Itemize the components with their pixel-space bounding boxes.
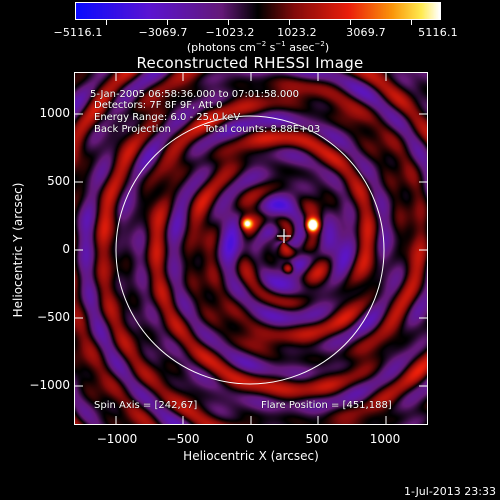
colorbar-units: (photons cm−2 s−1 asec−2) xyxy=(186,40,330,54)
method-text: Back Projection xyxy=(94,124,171,135)
timestamp: 1-Jul-2013 23:33 xyxy=(403,485,496,498)
colorbar-tick-label: −1023.2 xyxy=(205,26,255,39)
x-axis-label: Heliocentric X (arcsec) xyxy=(183,449,319,463)
solar-limb-circle xyxy=(115,115,385,385)
y-tick-label: 1000 xyxy=(39,106,70,120)
x-tick-label: 1000 xyxy=(369,432,401,446)
axis-ticks xyxy=(75,73,427,424)
x-tick-label: 0 xyxy=(246,432,254,446)
plot-title: Reconstructed RHESSI Image xyxy=(136,54,364,72)
energy-range-text: Energy Range: 6.0 - 25.0 keV xyxy=(94,112,241,123)
flare-position-text: Flare Position = [451,188] xyxy=(261,400,392,411)
y-axis-label: Heliocentric Y (arcsec) xyxy=(11,182,25,318)
colorbar-gradient xyxy=(76,3,440,19)
colorbar-tick xyxy=(411,20,412,25)
colorbar xyxy=(75,2,441,20)
colorbar-tick xyxy=(350,20,351,25)
y-tick-label: 0 xyxy=(62,242,70,256)
rhessi-image-plot: 5-Jan-2005 06:58:36.000 to 07:01:58.000 … xyxy=(74,72,428,425)
colorbar-tick xyxy=(106,20,107,25)
colorbar-tick-label: 3069.7 xyxy=(346,26,386,39)
reconstructed-image xyxy=(75,73,427,424)
colorbar-tick-label: −5116.1 xyxy=(53,26,103,39)
x-tick-label: −1000 xyxy=(96,432,138,446)
colorbar-tick xyxy=(289,20,290,25)
time-range-text: 5-Jan-2005 06:58:36.000 to 07:01:58.000 xyxy=(90,89,299,100)
colorbar-tick-label: 1023.2 xyxy=(277,26,317,39)
x-tick-label: −500 xyxy=(166,432,200,446)
colorbar-tick xyxy=(167,20,168,25)
y-tick-label: −500 xyxy=(37,310,70,324)
colorbar-tick xyxy=(228,20,229,25)
plot-overlay xyxy=(75,73,427,424)
x-tick-label: 500 xyxy=(305,432,329,446)
spin-axis-text: Spin Axis = [242,67] xyxy=(94,400,198,411)
colorbar-tick-label: 5116.1 xyxy=(418,26,458,39)
y-tick-label: 500 xyxy=(47,174,70,188)
colorbar-tick-label: −3069.7 xyxy=(138,26,188,39)
total-counts-text: Total counts: 8.88E+03 xyxy=(204,124,321,135)
y-tick-label: −1000 xyxy=(29,378,70,392)
detectors-text: Detectors: 7F 8F 9F, Att 0 xyxy=(94,100,223,111)
